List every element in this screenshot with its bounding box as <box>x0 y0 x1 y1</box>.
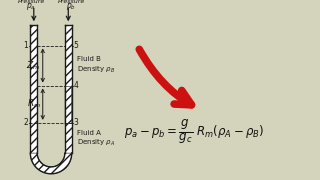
Text: $Z_m$: $Z_m$ <box>26 59 41 72</box>
Text: $R_m$: $R_m$ <box>27 98 41 110</box>
Polygon shape <box>30 153 72 174</box>
Text: Pressure: Pressure <box>17 0 45 4</box>
Text: 1: 1 <box>23 41 28 50</box>
Text: 5: 5 <box>73 41 78 50</box>
Text: 2: 2 <box>23 118 28 127</box>
Text: 4: 4 <box>73 81 78 90</box>
Text: $p_a - p_b = \dfrac{g}{g_c}\ R_m(\rho_A - \rho_B)$: $p_a - p_b = \dfrac{g}{g_c}\ R_m(\rho_A … <box>124 119 265 146</box>
Text: Fluid B
Density $\rho_B$: Fluid B Density $\rho_B$ <box>77 56 115 75</box>
Text: $p_b$: $p_b$ <box>66 1 76 12</box>
Polygon shape <box>37 123 65 167</box>
Text: Pressure: Pressure <box>57 0 85 4</box>
Text: Fluid A
Density $\rho_A$: Fluid A Density $\rho_A$ <box>77 130 115 148</box>
Text: 3: 3 <box>73 118 78 127</box>
Text: $p_a$: $p_a$ <box>26 1 36 12</box>
